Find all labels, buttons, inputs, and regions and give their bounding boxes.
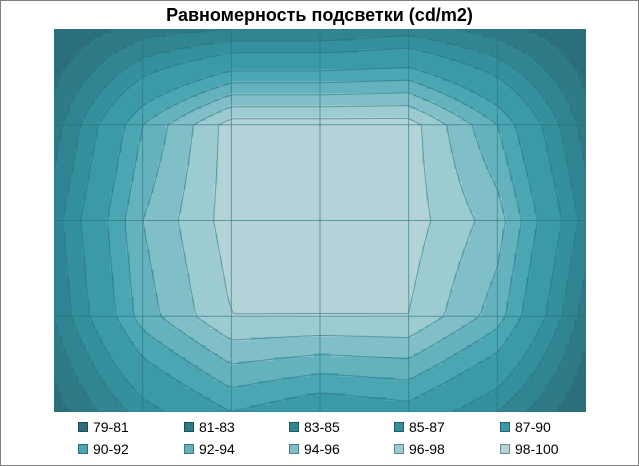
legend-swatch	[78, 422, 88, 432]
contour-line-96	[177, 105, 476, 341]
legend-label: 79-81	[93, 419, 129, 435]
legend-swatch	[500, 422, 510, 432]
legend-item: 98-100	[500, 441, 559, 457]
legend-item: 79-81	[78, 419, 129, 435]
legend-label: 87-90	[515, 419, 551, 435]
contour-line-90	[106, 66, 539, 412]
chart-legend: 79-81 81-83 83-85 85-87 87-90 90-92 92-94 94-96…	[60, 416, 600, 462]
legend-label: 94-96	[304, 441, 340, 457]
contour-fill	[54, 29, 586, 412]
contour-line-81	[54, 29, 586, 412]
contour-line-94	[142, 92, 506, 365]
legend-item: 90-92	[78, 441, 129, 457]
legend-item: 85-87	[394, 419, 445, 435]
legend-label: 90-92	[93, 441, 129, 457]
legend-item: 96-98	[394, 441, 445, 457]
contour-line-83	[54, 29, 586, 412]
legend-label: 98-100	[515, 441, 559, 457]
legend-swatch	[500, 444, 510, 454]
legend-item: 81-83	[184, 419, 235, 435]
legend-swatch	[184, 444, 194, 454]
contour-lines	[54, 29, 586, 412]
legend-swatch	[394, 422, 404, 432]
legend-label: 85-87	[409, 419, 445, 435]
contour-line-85	[62, 34, 579, 412]
legend-label: 83-85	[304, 419, 340, 435]
legend-label: 92-94	[199, 441, 235, 457]
contour-line-92	[124, 79, 522, 388]
legend-item: 92-94	[184, 441, 235, 457]
legend-item: 83-85	[289, 419, 340, 435]
legend-swatch	[78, 444, 88, 454]
legend-swatch	[289, 422, 299, 432]
legend-label: 96-98	[409, 441, 445, 457]
chart-title: Равномерность подсветки (cd/m2)	[166, 5, 473, 25]
legend-swatch	[184, 422, 194, 432]
legend-swatch	[394, 444, 404, 454]
legend-item: 87-90	[500, 419, 551, 435]
legend-item: 94-96	[289, 441, 340, 457]
contour-plot-area	[54, 29, 586, 412]
grid-lines	[54, 29, 586, 412]
contour-line-87	[80, 47, 563, 412]
legend-swatch	[289, 444, 299, 454]
legend-label: 81-83	[199, 419, 235, 435]
